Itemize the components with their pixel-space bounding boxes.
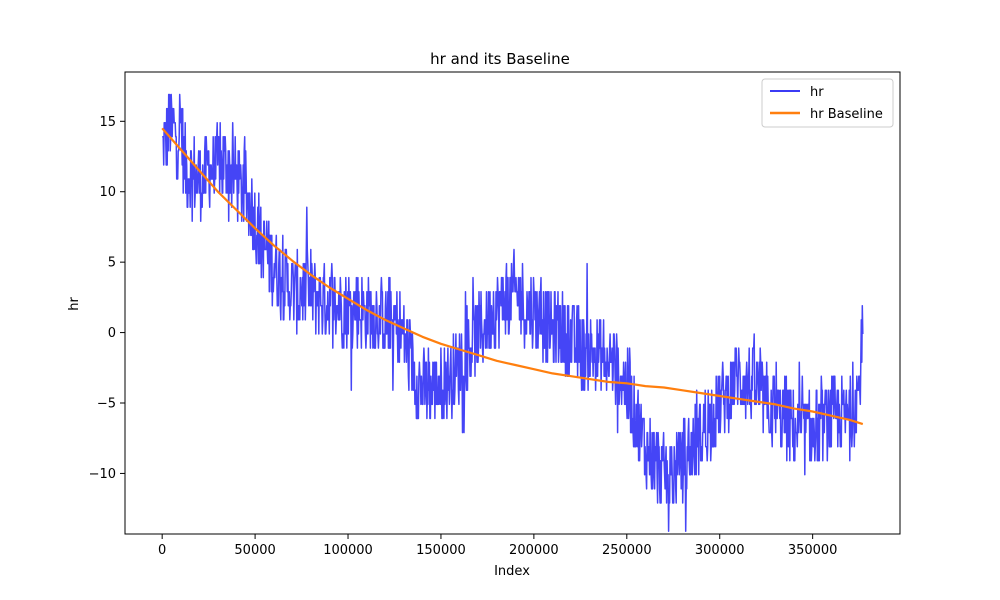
x-tick-label: 100000 bbox=[323, 543, 373, 558]
y-tick-label: 10 bbox=[99, 185, 116, 200]
x-tick-label: 50000 bbox=[234, 543, 275, 558]
x-tick-label: 200000 bbox=[509, 543, 559, 558]
x-axis-title: Index bbox=[494, 564, 530, 579]
x-tick-label: 250000 bbox=[602, 543, 652, 558]
legend-label-hr-baseline: hr Baseline bbox=[810, 107, 883, 122]
series-line-hr-baseline bbox=[161, 127, 864, 426]
series-layer bbox=[161, 93, 864, 532]
y-tick-label: 0 bbox=[108, 326, 116, 341]
y-tick-label: 15 bbox=[99, 115, 116, 130]
x-tick-label: 300000 bbox=[695, 543, 745, 558]
series-line-hr bbox=[161, 93, 864, 532]
y-tick-label: 5 bbox=[108, 256, 116, 271]
x-tick-label: 150000 bbox=[416, 543, 466, 558]
legend-label-hr: hr bbox=[810, 85, 824, 100]
x-tick-label: 0 bbox=[158, 543, 166, 558]
legend: hr hr Baseline bbox=[761, 78, 894, 128]
y-tick-label: −5 bbox=[97, 397, 116, 412]
y-axis-title: hr bbox=[67, 297, 82, 311]
y-tick-label: −10 bbox=[89, 467, 116, 482]
axes-frame bbox=[124, 71, 901, 535]
x-tick-label: 350000 bbox=[788, 543, 838, 558]
y-axis: −10 −5 0 5 10 15 bbox=[89, 115, 125, 482]
x-axis: 0 50000 100000 150000 200000 250000 300000 3500… bbox=[158, 534, 837, 558]
chart-title: hr and its Baseline bbox=[430, 50, 570, 68]
